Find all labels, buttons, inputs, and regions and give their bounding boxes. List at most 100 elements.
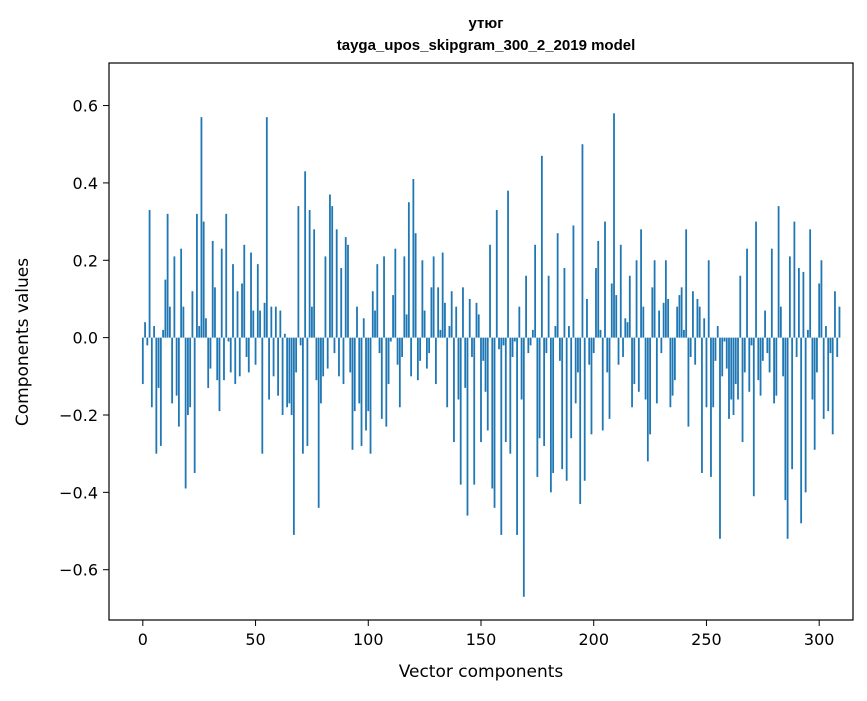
bar bbox=[155, 337, 158, 454]
bar bbox=[595, 268, 597, 338]
bar bbox=[667, 298, 670, 338]
bar bbox=[766, 337, 769, 354]
bar bbox=[759, 337, 762, 396]
chart-subtitle: tayga_upos_skipgram_300_2_2019 model bbox=[337, 37, 636, 54]
bar bbox=[807, 329, 809, 338]
bar bbox=[468, 298, 471, 338]
bar bbox=[728, 337, 730, 419]
bar bbox=[581, 144, 584, 338]
bar bbox=[403, 256, 406, 338]
bar bbox=[173, 256, 176, 338]
bar bbox=[617, 337, 620, 365]
bar bbox=[313, 229, 316, 338]
bar bbox=[685, 229, 688, 338]
bar bbox=[324, 256, 327, 338]
bar bbox=[220, 248, 223, 338]
bar bbox=[236, 291, 239, 338]
bar bbox=[263, 302, 266, 338]
bar bbox=[601, 337, 604, 431]
bar bbox=[678, 295, 681, 338]
bar bbox=[583, 337, 586, 481]
bar bbox=[477, 314, 480, 338]
bar bbox=[574, 337, 577, 404]
bar bbox=[416, 337, 419, 381]
bar bbox=[410, 337, 413, 377]
bar bbox=[644, 337, 647, 400]
bar bbox=[784, 337, 787, 501]
bar bbox=[549, 337, 552, 493]
bar bbox=[768, 337, 771, 373]
y-axis-label: Components values bbox=[13, 258, 33, 426]
bar bbox=[297, 206, 300, 338]
bar bbox=[773, 337, 775, 404]
bar bbox=[619, 244, 622, 338]
bar bbox=[315, 337, 318, 381]
bar bbox=[196, 213, 198, 338]
bar bbox=[159, 337, 162, 446]
bar bbox=[428, 337, 431, 354]
bar bbox=[295, 337, 298, 373]
bar bbox=[344, 237, 347, 338]
bar bbox=[218, 337, 221, 412]
bar bbox=[649, 337, 651, 435]
bar bbox=[822, 337, 825, 419]
bar bbox=[577, 337, 579, 373]
bar bbox=[788, 256, 791, 338]
bar bbox=[480, 337, 482, 443]
bar bbox=[347, 244, 349, 338]
bar bbox=[671, 337, 674, 396]
bar bbox=[265, 117, 268, 338]
y-tick-label: −0.4 bbox=[59, 483, 98, 502]
bar bbox=[211, 240, 214, 338]
bar bbox=[827, 337, 830, 412]
bar bbox=[216, 337, 219, 381]
bar bbox=[299, 337, 302, 346]
bar bbox=[209, 337, 212, 369]
bar bbox=[407, 202, 410, 338]
bar bbox=[622, 337, 624, 357]
x-tick-label: 0 bbox=[138, 630, 148, 649]
y-tick-label: −0.6 bbox=[59, 561, 98, 580]
bar bbox=[457, 337, 460, 400]
bar bbox=[232, 264, 234, 338]
bar bbox=[746, 248, 748, 338]
bar bbox=[385, 337, 388, 427]
bar bbox=[615, 295, 618, 338]
bar bbox=[387, 337, 390, 385]
bar bbox=[283, 333, 286, 338]
bar bbox=[779, 306, 782, 338]
bar bbox=[484, 337, 487, 392]
bar bbox=[680, 287, 683, 338]
bar bbox=[164, 279, 167, 338]
x-tick-label: 150 bbox=[466, 630, 497, 649]
bar bbox=[306, 337, 309, 446]
bar bbox=[180, 248, 183, 338]
bar bbox=[782, 337, 785, 377]
bar bbox=[175, 337, 178, 396]
bar bbox=[398, 337, 401, 408]
bar bbox=[268, 337, 270, 400]
bar bbox=[831, 337, 834, 435]
bar bbox=[144, 322, 146, 338]
bar bbox=[712, 337, 715, 408]
bar bbox=[673, 337, 676, 381]
bar bbox=[234, 337, 237, 385]
bar bbox=[732, 337, 735, 415]
bar bbox=[545, 337, 548, 354]
bar bbox=[168, 306, 171, 338]
bar bbox=[229, 337, 232, 373]
bar bbox=[834, 291, 836, 338]
bar bbox=[207, 337, 210, 388]
bar bbox=[475, 302, 478, 338]
bar bbox=[563, 268, 566, 338]
bar bbox=[198, 326, 201, 338]
bar bbox=[633, 337, 636, 385]
bar bbox=[464, 337, 467, 388]
bar bbox=[755, 221, 757, 338]
bar bbox=[631, 337, 633, 408]
bar bbox=[626, 322, 629, 338]
bar bbox=[714, 337, 717, 361]
bar bbox=[241, 283, 243, 338]
bar bbox=[342, 337, 345, 385]
